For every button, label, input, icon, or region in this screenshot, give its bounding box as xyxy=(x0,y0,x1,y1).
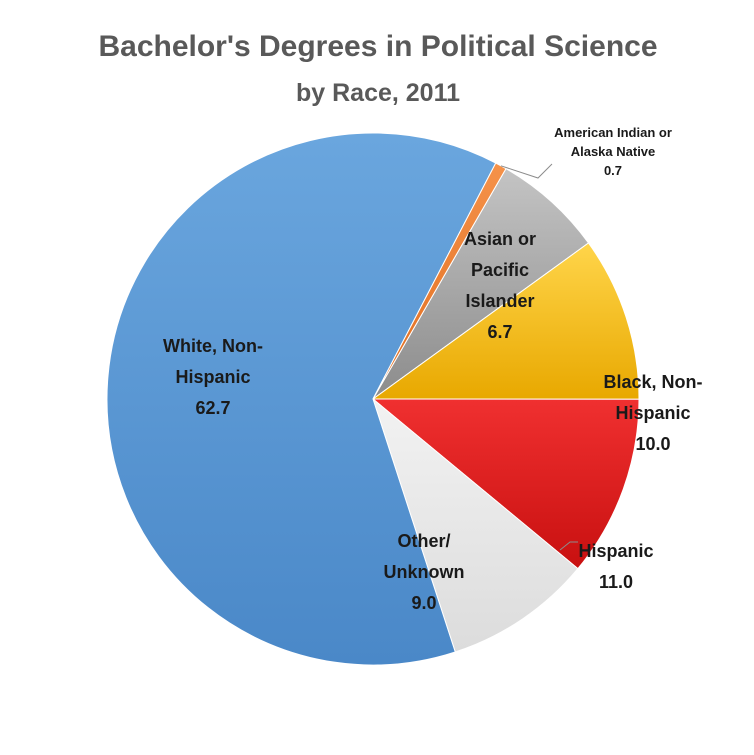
leader-line xyxy=(559,541,578,551)
slice-category-label: American Indian or xyxy=(554,125,672,140)
slice-value-label: 0.7 xyxy=(604,163,622,178)
slice-category-label: Black, Non- xyxy=(603,372,702,392)
slice-category-label: Hispanic xyxy=(615,403,690,423)
slice-category-label: Other/ xyxy=(397,531,450,551)
slice-category-label: Hispanic xyxy=(578,541,653,561)
slice-category-label: Hispanic xyxy=(175,367,250,387)
pie-slice xyxy=(371,242,640,400)
slice-category-label: Alaska Native xyxy=(571,144,656,159)
slice-value-label: 62.7 xyxy=(195,398,230,418)
slice-value-label: 9.0 xyxy=(411,593,436,613)
pie-slice xyxy=(372,167,590,400)
pie-slice xyxy=(371,398,640,570)
pie-slice xyxy=(372,162,507,400)
slice-value-label: 11.0 xyxy=(599,572,633,592)
pie-slice xyxy=(106,132,497,666)
slice-category-label: White, Non- xyxy=(163,336,263,356)
slice-category-label: Asian or xyxy=(464,229,536,249)
slice-category-label: Islander xyxy=(465,291,534,311)
pie-slice xyxy=(371,397,579,653)
slice-category-label: Pacific xyxy=(471,260,529,280)
slice-value-label: 6.7 xyxy=(487,322,512,342)
slice-value-label: 10.0 xyxy=(635,434,670,454)
chart-title-line: Bachelor's Degrees in Political Science xyxy=(98,30,657,63)
chart-title-line: by Race, 2011 xyxy=(296,79,460,107)
leader-line xyxy=(500,163,553,179)
slice-category-label: Unknown xyxy=(384,562,465,582)
